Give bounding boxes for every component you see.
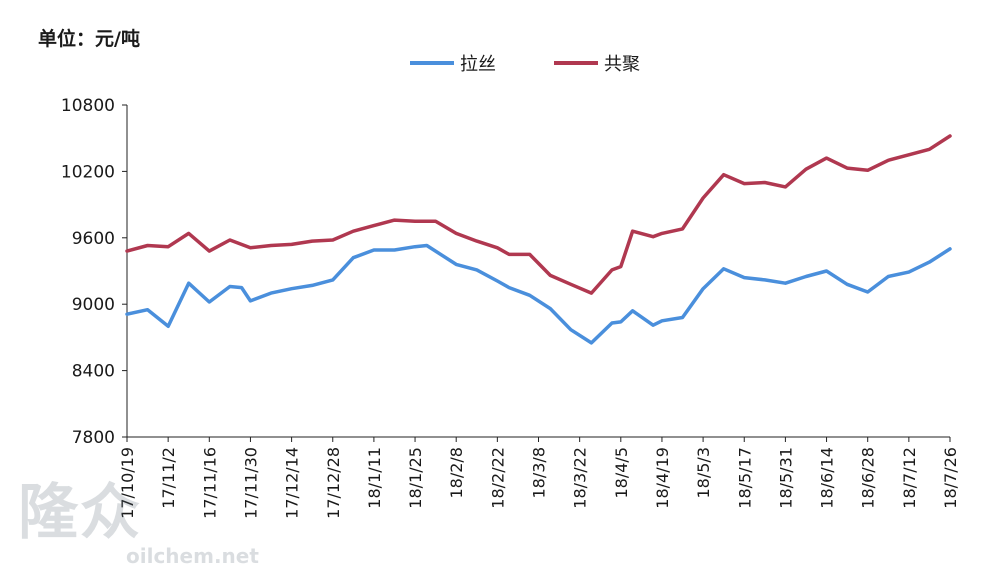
legend: 拉丝 共聚 [410,50,698,76]
y-tick-label: 7800 [72,428,115,448]
x-tick-label: 18/5/3 [694,447,713,499]
y-tick-label: 9000 [72,295,115,315]
watermark: 隆众 oilchem.net [18,478,259,568]
y-tick-label: 10800 [61,96,115,116]
x-tick-label: 18/6/28 [859,447,878,509]
x-tick-label: 17/11/2 [159,447,178,509]
y-tick-label: 8400 [72,362,115,382]
legend-item-gongju[interactable]: 共聚 [554,50,640,76]
x-tick-label: 18/6/14 [818,447,837,509]
x-tick-label: 18/4/19 [653,447,672,509]
x-tick-label: 17/11/30 [241,447,260,519]
x-tick-label: 18/5/31 [776,447,795,509]
y-tick-label: 9600 [72,229,115,249]
x-tick-label: 18/1/25 [406,447,425,509]
y-tick-label: 10200 [61,162,115,182]
x-tick-label: 17/12/28 [324,447,343,519]
x-tick-label: 18/1/11 [365,447,384,509]
legend-swatch-lasi [410,61,454,65]
unit-label: 单位：元/吨 [38,28,140,50]
x-tick-label: 18/2/8 [447,447,466,499]
x-tick-label: 17/11/16 [200,447,219,519]
x-tick-label: 18/7/12 [900,447,919,509]
watermark-logo: 隆众 [18,478,142,548]
series-line-gongju [125,134,952,295]
x-tick-label: 17/10/19 [118,447,137,519]
series-line-lasi [125,243,952,345]
x-tick-label: 18/2/22 [488,447,507,509]
legend-item-lasi[interactable]: 拉丝 [410,50,496,76]
legend-swatch-gongju [554,61,598,65]
legend-label-gongju: 共聚 [604,54,640,75]
x-tick-label: 18/4/5 [612,447,631,499]
x-tick-label: 18/7/26 [941,447,960,509]
x-tick-label: 18/3/8 [530,447,549,499]
x-tick-label: 18/5/17 [735,447,754,509]
x-tick-label: 17/12/14 [283,447,302,519]
x-tick-label: 18/3/22 [571,447,590,509]
legend-label-lasi: 拉丝 [460,54,496,75]
watermark-url: oilchem.net [126,544,259,568]
